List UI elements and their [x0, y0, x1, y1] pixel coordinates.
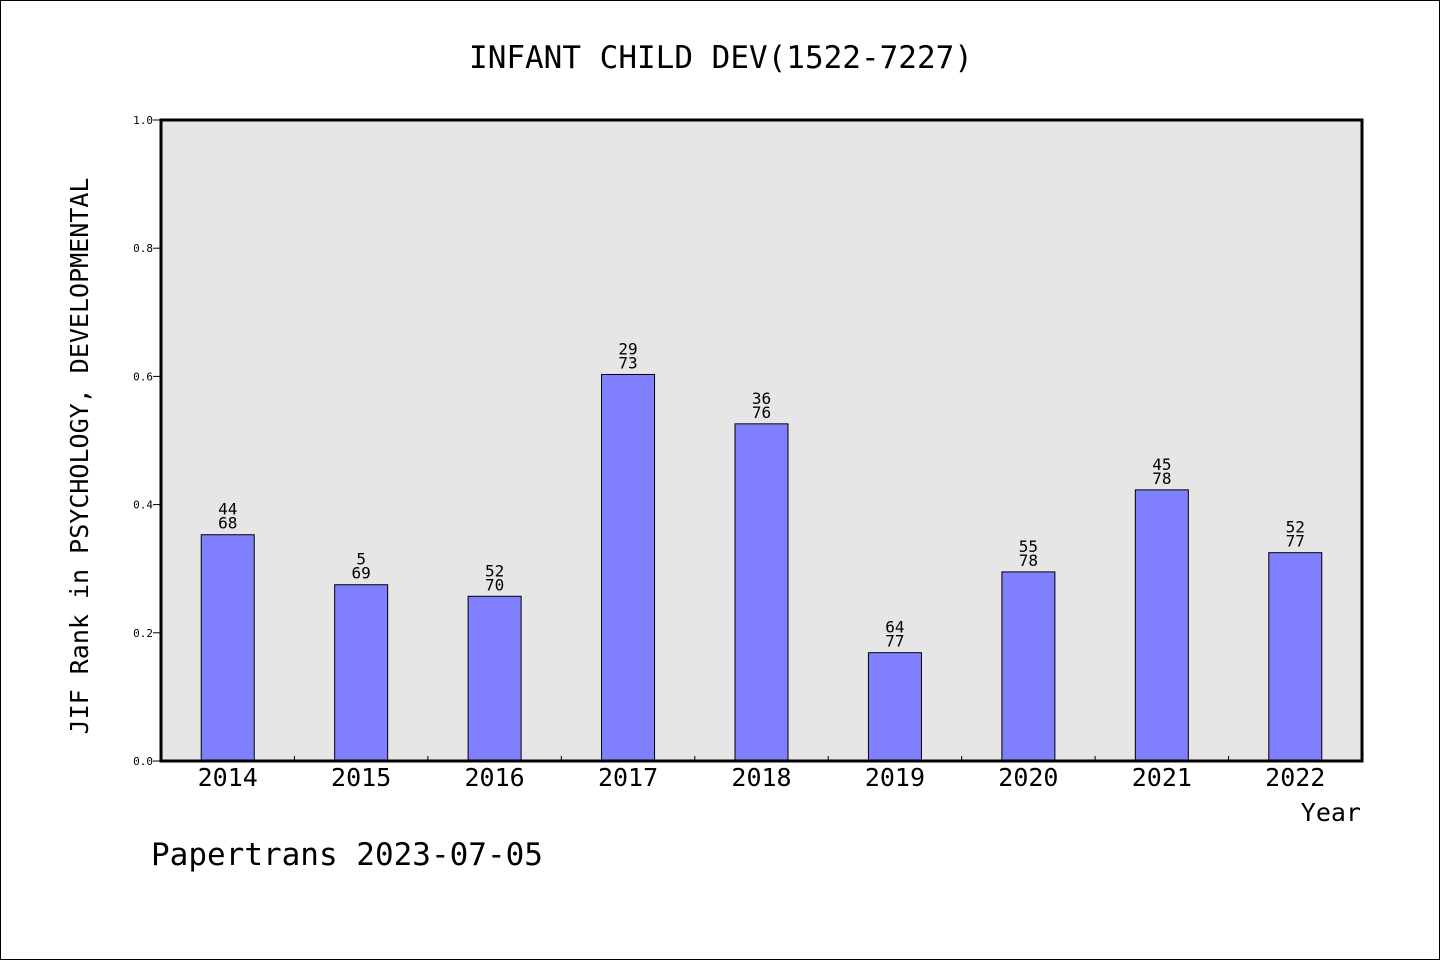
x-tick-label: 2015 — [331, 763, 391, 792]
x-tick-label: 2018 — [731, 763, 791, 792]
x-tick-label: 2017 — [598, 763, 658, 792]
bar-2016 — [467, 595, 522, 762]
bar-2022 — [1268, 552, 1323, 762]
y-tick-label: 1.0 — [133, 114, 153, 127]
data-label-rank: 52 — [1286, 518, 1305, 537]
data-label-total: 70 — [485, 575, 504, 594]
bar-2021 — [1134, 489, 1189, 762]
data-label-rank: 5 — [356, 550, 366, 569]
y-tick-label: 0.6 — [133, 370, 153, 383]
x-tick-label: 2019 — [865, 763, 925, 792]
bar-2020 — [1001, 571, 1056, 762]
y-tick-label: 0.2 — [133, 627, 153, 640]
x-tick-label: 2022 — [1265, 763, 1325, 792]
x-tick-label: 2021 — [1132, 763, 1192, 792]
x-tick-label: 2016 — [465, 763, 525, 792]
bars — [200, 373, 1323, 762]
data-label-total: 73 — [618, 353, 637, 372]
data-label-rank: 64 — [885, 618, 904, 637]
data-label-total: 78 — [1152, 469, 1171, 488]
y-tick-label: 0.0 — [133, 755, 153, 768]
data-label-rank: 36 — [752, 389, 771, 408]
bar-2015 — [334, 584, 389, 762]
data-label-total: 77 — [1286, 532, 1305, 551]
bar-2018 — [734, 423, 789, 762]
data-label-rank: 52 — [485, 561, 504, 580]
chart-title: INFANT CHILD DEV(1522-7227) — [469, 40, 973, 76]
bar-2017 — [601, 373, 656, 762]
y-tick-label: 0.8 — [133, 242, 153, 255]
footer-text: Papertrans 2023-07-05 — [151, 837, 543, 873]
plot-border — [159, 118, 1364, 763]
x-axis-label: Year — [1301, 798, 1361, 827]
bar-2014 — [200, 534, 255, 762]
x-tick-label: 2014 — [198, 763, 258, 792]
data-label-total: 69 — [352, 564, 371, 583]
data-label-rank: 45 — [1152, 455, 1171, 474]
data-label-total: 77 — [885, 632, 904, 651]
data-label-total: 78 — [1019, 551, 1038, 570]
data-label-rank: 44 — [218, 500, 237, 519]
y-axis-label: JIF Rank in PSYCHOLOGY, DEVELOPMENTAL — [65, 178, 94, 735]
data-label-rank: 29 — [618, 339, 637, 358]
data-label-total: 68 — [218, 514, 237, 533]
data-label-rank: 55 — [1019, 537, 1038, 556]
x-tick-label: 2020 — [998, 763, 1058, 792]
data-labels: 2014446820155692016527020172973201836762… — [198, 339, 1326, 792]
bar-2019 — [867, 652, 922, 762]
y-tick-label: 0.4 — [133, 499, 153, 512]
data-label-total: 76 — [752, 403, 771, 422]
